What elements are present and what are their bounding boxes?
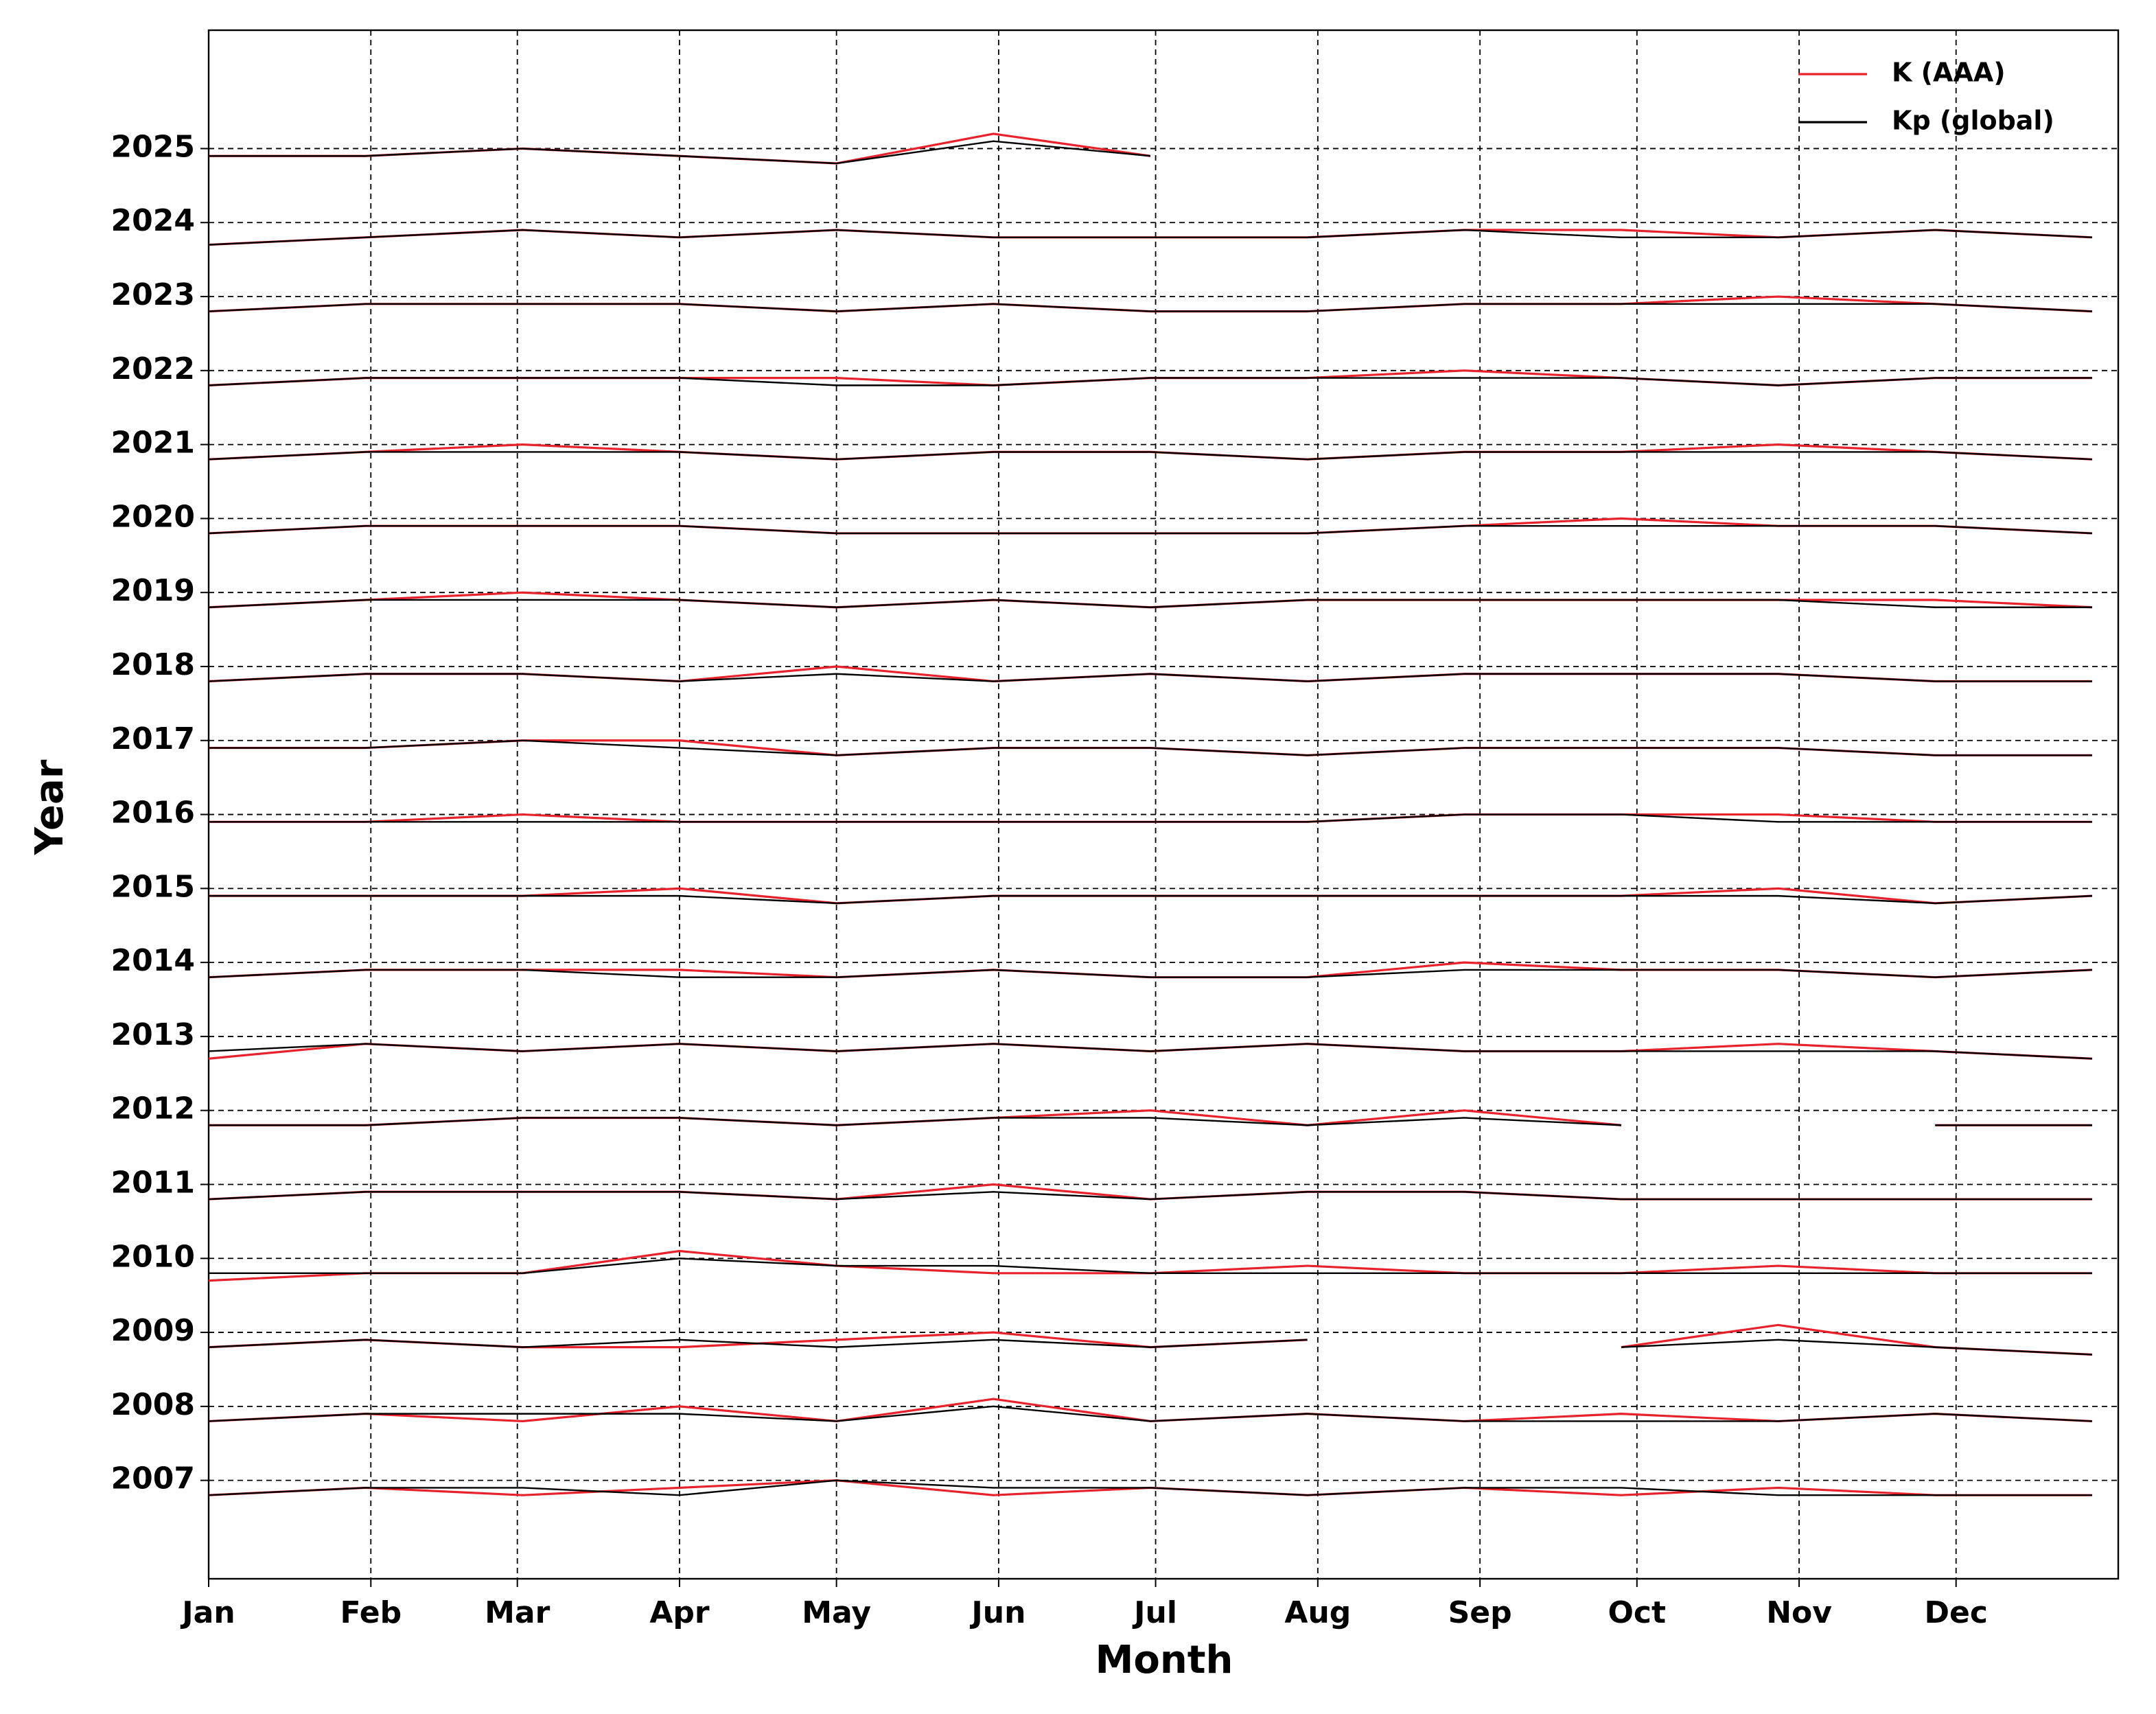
series-line [208,1405,2092,1422]
series-line [208,1043,2092,1060]
legend-label: Kp (global) [1892,106,2054,136]
series-line [209,1258,2092,1275]
x-axis-label: Month [1096,1638,1233,1682]
x-tick-label: Dec [1924,1595,1987,1630]
series-line [209,813,2092,823]
series-line [208,1339,2092,1356]
plot-frame [207,29,2120,1580]
y-tick-label: 2022 [111,351,195,386]
x-tick-label: Sep [1448,1595,1512,1630]
y-tick-label: 2024 [111,203,195,238]
y-tick-label: 2025 [111,129,195,164]
y-tick-label: 2017 [111,721,195,756]
y-tick-label: 2009 [111,1313,195,1348]
y-tick-label: 2011 [111,1165,195,1200]
series-line [208,524,2092,535]
series-line [208,451,2092,461]
y-tick-label: 2015 [111,869,195,904]
series-line [209,140,1151,165]
y-tick-label: 2014 [111,943,195,978]
y-tick-label: 2010 [111,1239,195,1274]
series-line [209,894,2092,905]
x-tick-label: Jan [180,1595,235,1630]
series-line [209,739,2092,756]
series-line [209,813,2092,823]
y-tick-label: 2021 [111,426,195,461]
y-tick-label: 2013 [111,1017,195,1052]
series-line [208,229,2092,246]
legend-box [1785,49,2103,148]
x-tick-label: Aug [1284,1595,1351,1630]
x-tick-label: May [802,1595,871,1630]
x-tick-label: Oct [1608,1595,1667,1630]
y-tick-label: 2020 [111,499,195,534]
x-tick-label: Feb [340,1595,402,1630]
x-tick-label: Jun [969,1595,1025,1630]
y-tick-label: 2007 [111,1461,195,1496]
series-line [208,1323,2092,1356]
series-line [208,1398,2092,1423]
y-tick-label: 2016 [111,796,195,831]
x-tick-label: Jul [1132,1595,1177,1630]
series-line [208,969,2092,978]
y-tick-label: 2018 [111,647,195,682]
y-axis-label: Year [27,759,72,855]
x-tick-label: Apr [649,1595,710,1630]
series-line [209,1117,2092,1126]
series-line [208,303,2092,312]
series-line [208,599,2092,608]
series-line [208,1249,2092,1282]
legend-label: K (AAA) [1892,58,2006,88]
series-line [208,1191,2092,1201]
y-tick-label: 2008 [111,1387,195,1422]
y-tick-label: 2023 [111,277,195,312]
series-line [208,1479,2092,1496]
x-tick-label: Nov [1766,1595,1832,1630]
y-tick-label: 2012 [111,1091,195,1126]
y-tick-label: 2019 [111,573,195,608]
x-tick-label: Mar [485,1595,550,1630]
series-line [208,673,2092,682]
series-line [208,377,2092,386]
